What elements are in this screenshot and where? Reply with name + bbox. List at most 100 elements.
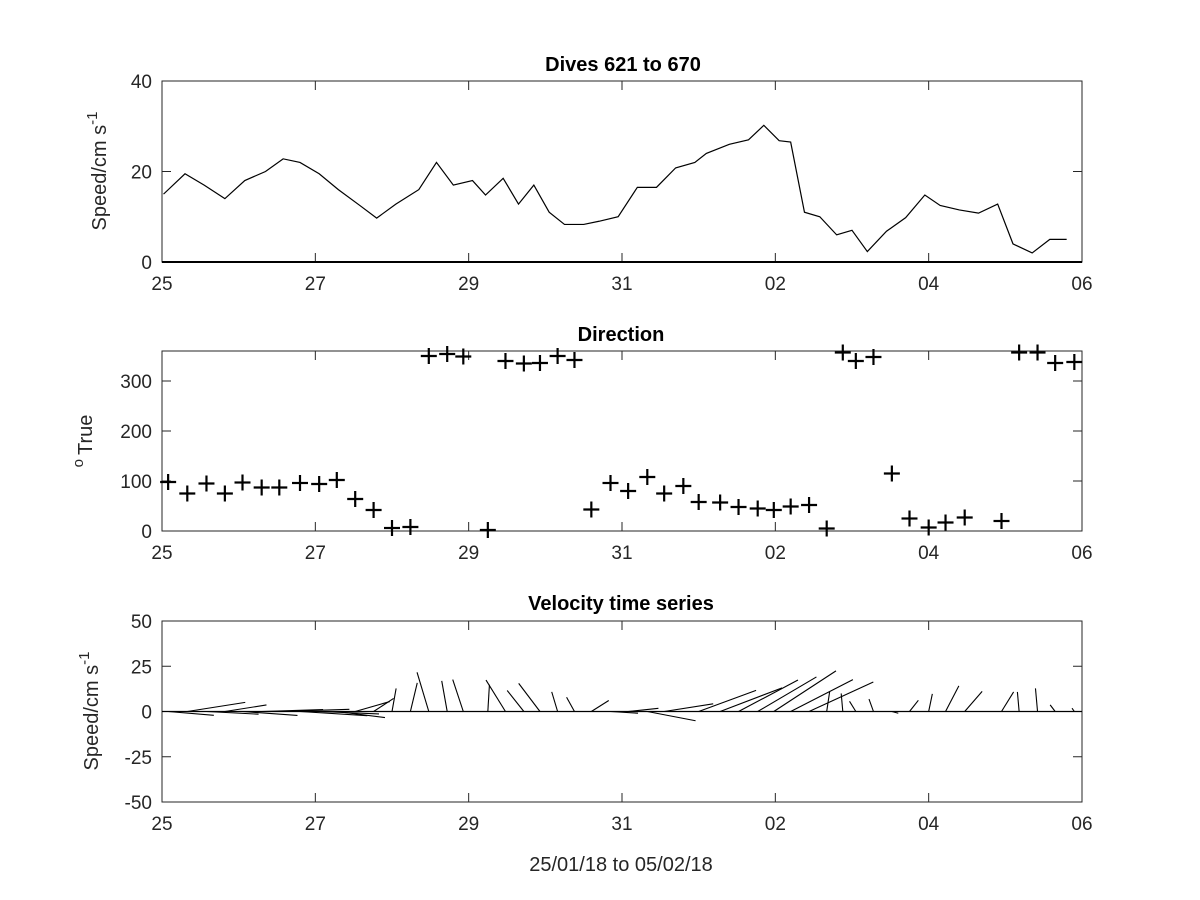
velocity-stick — [168, 710, 214, 716]
velocity-xtick-label: 02 — [765, 814, 786, 835]
velocity-stick — [790, 679, 854, 712]
direction-point — [1029, 344, 1046, 361]
velocity-stick — [355, 701, 390, 713]
direction-point — [690, 494, 707, 510]
direction-point — [920, 519, 937, 536]
velocity-panel-ylabel-main: Speed/cm s — [81, 665, 103, 771]
velocity-stick — [738, 679, 799, 712]
direction-point — [328, 472, 345, 488]
velocity-stick — [610, 710, 639, 714]
velocity-stick — [452, 679, 464, 712]
velocity-stick — [206, 710, 259, 715]
direction-ytick-label: 300 — [120, 372, 152, 393]
direction-panel-axes: 25 27 29 31 02 04 06 0 100 200 300 — [120, 344, 1093, 564]
direction-point — [765, 502, 782, 518]
speed-panel-ylabel-sup: -1 — [84, 112, 101, 125]
speed-panel-ylabel: Speed/cm s-1 — [84, 112, 111, 231]
speed-xtick-label: 29 — [458, 274, 479, 295]
figure-xlabel: 25/01/18 to 05/02/18 — [529, 854, 713, 876]
velocity-stick — [506, 690, 525, 712]
direction-xtick-label: 06 — [1071, 543, 1092, 564]
direction-point — [865, 349, 882, 365]
direction-xtick-label: 27 — [305, 543, 326, 564]
velocity-panel-ylabel: Speed/cm s-1 — [76, 652, 103, 771]
direction-point — [749, 500, 766, 517]
velocity-ytick-label: 25 — [131, 657, 152, 678]
direction-point — [365, 502, 382, 518]
direction-point — [566, 352, 583, 368]
direction-point — [730, 499, 747, 515]
direction-point — [883, 465, 900, 482]
velocity-ytick-label: -50 — [125, 793, 152, 814]
direction-point — [234, 474, 251, 491]
velocity-stick — [757, 676, 817, 712]
velocity-stick — [647, 710, 696, 722]
direction-point — [782, 498, 799, 515]
direction-point — [1047, 355, 1064, 371]
direction-point — [847, 353, 864, 369]
velocity-stick — [1001, 691, 1015, 712]
velocity-stick — [928, 693, 933, 712]
direction-point — [497, 353, 514, 369]
direction-point — [384, 520, 400, 536]
direction-xtick-label: 02 — [765, 543, 786, 564]
velocity-ytick-label: 50 — [131, 612, 152, 633]
speed-xtick-label: 25 — [151, 274, 172, 295]
direction-panel-ylabel: o True — [70, 415, 97, 468]
direction-point — [639, 469, 656, 485]
velocity-stick — [242, 710, 298, 717]
speed-xtick-label: 31 — [611, 274, 632, 295]
velocity-ytick-label: -25 — [125, 748, 152, 769]
direction-ytick-label: 0 — [141, 522, 152, 543]
direction-point — [271, 479, 288, 496]
direction-xtick-label: 29 — [458, 543, 479, 564]
direction-xtick-label: 04 — [918, 543, 940, 564]
speed-xtick-label: 06 — [1071, 274, 1092, 295]
direction-point — [1066, 354, 1083, 370]
velocity-stick — [441, 680, 448, 712]
speed-panel: Dives 621 to 670 Speed/cm s-1 25 27 29 31 02… — [84, 54, 1093, 295]
direction-point — [160, 474, 177, 490]
velocity-stick — [373, 697, 394, 712]
direction-panel-ylabel-sup: o — [70, 459, 87, 467]
direction-point — [549, 348, 566, 364]
velocity-stick — [1016, 691, 1020, 712]
velocity-stick — [299, 710, 368, 717]
direction-ytick-label: 200 — [120, 422, 152, 443]
velocity-xtick-label: 25 — [151, 814, 172, 835]
velocity-stick — [849, 701, 857, 712]
direction-point — [1011, 344, 1028, 361]
direction-plot-frame — [161, 350, 1083, 532]
speed-panel-axes: 25 27 29 31 02 04 06 0 20 40 — [131, 72, 1093, 295]
direction-point — [216, 485, 233, 502]
velocity-stick — [891, 710, 899, 714]
speed-ytick-label: 0 — [141, 253, 152, 274]
speed-plot-frame — [161, 80, 1083, 263]
velocity-panel: Velocity time series Speed/cm s-1 25 27 29… — [76, 593, 1093, 835]
velocity-ytick-label: 0 — [141, 703, 152, 724]
velocity-panel-axes: 25 27 29 31 02 04 06 -50 -25 0 25 50 — [125, 612, 1093, 835]
velocity-xtick-label: 29 — [458, 814, 479, 835]
velocity-stick — [336, 710, 386, 719]
speed-xtick-label: 27 — [305, 274, 326, 295]
velocity-stick — [224, 704, 267, 713]
velocity-stick — [773, 670, 837, 712]
speed-panel-title: Dives 621 to 670 — [545, 54, 701, 76]
direction-point — [420, 348, 437, 364]
direction-point — [515, 355, 532, 372]
velocity-stick — [187, 701, 246, 713]
velocity-xtick-label: 04 — [918, 814, 940, 835]
velocity-stick — [591, 700, 610, 712]
direction-panel: Direction o True 25 27 29 31 02 04 06 0 100 200 300 — [70, 324, 1093, 564]
direction-point — [834, 344, 851, 361]
velocity-stick — [279, 708, 350, 713]
speed-xtick-label: 02 — [765, 274, 786, 295]
direction-point — [602, 475, 619, 491]
velocity-xtick-label: 31 — [611, 814, 632, 835]
velocity-stick — [416, 672, 430, 712]
velocity-stick — [840, 693, 844, 712]
velocity-panel-ylabel-sup: -1 — [76, 652, 93, 665]
direction-point — [675, 478, 692, 494]
direction-point — [583, 501, 600, 518]
